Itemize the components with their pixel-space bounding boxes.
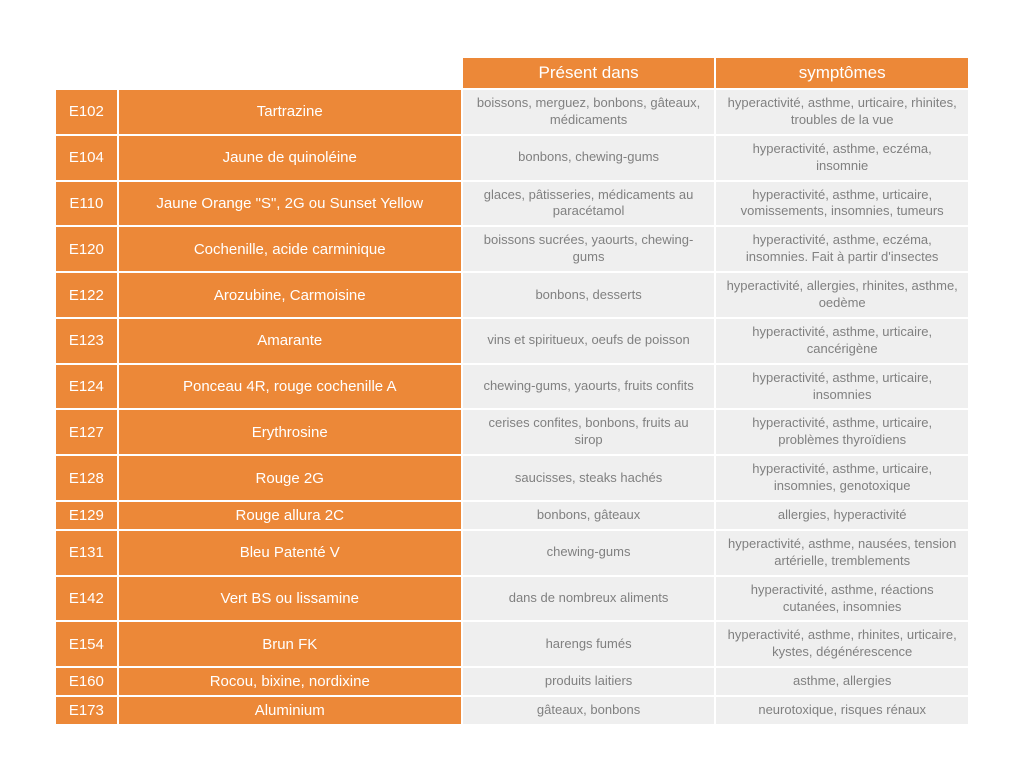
- additive-code: E142: [56, 577, 117, 621]
- additives-table: Présent dans symptômes E102Tartrazineboi…: [54, 56, 970, 726]
- additive-present-in: produits laitiers: [463, 668, 715, 695]
- additive-symptoms: hyperactivité, asthme, urticaire, cancér…: [716, 319, 968, 363]
- table-row: E127Erythrosinecerises confites, bonbons…: [56, 410, 968, 454]
- additive-symptoms: hyperactivité, asthme, urticaire, vomiss…: [716, 182, 968, 226]
- additive-name: Brun FK: [119, 622, 461, 666]
- additive-name: Rocou, bixine, nordixine: [119, 668, 461, 695]
- additive-symptoms: hyperactivité, asthme, urticaire, insomn…: [716, 456, 968, 500]
- table-row: E160Rocou, bixine, nordixineproduits lai…: [56, 668, 968, 695]
- additive-name: Aluminium: [119, 697, 461, 724]
- additive-present-in: glaces, pâtisseries, médicaments au para…: [463, 182, 715, 226]
- additive-symptoms: hyperactivité, asthme, eczéma, insomnies…: [716, 227, 968, 271]
- additive-present-in: boissons sucrées, yaourts, chewing-gums: [463, 227, 715, 271]
- additive-name: Arozubine, Carmoisine: [119, 273, 461, 317]
- table-row: E120Cochenille, acide carminiqueboissons…: [56, 227, 968, 271]
- additive-symptoms: hyperactivité, asthme, nausées, tension …: [716, 531, 968, 575]
- additive-present-in: vins et spiritueux, oeufs de poisson: [463, 319, 715, 363]
- additive-name: Jaune Orange "S", 2G ou Sunset Yellow: [119, 182, 461, 226]
- additive-present-in: chewing-gums, yaourts, fruits confits: [463, 365, 715, 409]
- table-row: E142Vert BS ou lissaminedans de nombreux…: [56, 577, 968, 621]
- table-row: E123Amarantevins et spiritueux, oeufs de…: [56, 319, 968, 363]
- additive-code: E110: [56, 182, 117, 226]
- additive-name: Rouge allura 2C: [119, 502, 461, 529]
- additive-symptoms: hyperactivité, asthme, rhinites, urticai…: [716, 622, 968, 666]
- header-blank-name: [119, 58, 461, 88]
- table-row: E124Ponceau 4R, rouge cochenille Achewin…: [56, 365, 968, 409]
- additive-code: E173: [56, 697, 117, 724]
- additive-code: E127: [56, 410, 117, 454]
- additive-symptoms: hyperactivité, asthme, urticaire, insomn…: [716, 365, 968, 409]
- additive-present-in: chewing-gums: [463, 531, 715, 575]
- additive-name: Bleu Patenté V: [119, 531, 461, 575]
- additive-code: E122: [56, 273, 117, 317]
- additive-symptoms: hyperactivité, asthme, réactions cutanée…: [716, 577, 968, 621]
- additive-symptoms: hyperactivité, asthme, urticaire, problè…: [716, 410, 968, 454]
- additive-code: E124: [56, 365, 117, 409]
- header-blank-code: [56, 58, 117, 88]
- additive-present-in: harengs fumés: [463, 622, 715, 666]
- table-row: E173Aluminiumgâteaux, bonbonsneurotoxiqu…: [56, 697, 968, 724]
- additive-present-in: gâteaux, bonbons: [463, 697, 715, 724]
- additive-symptoms: allergies, hyperactivité: [716, 502, 968, 529]
- additive-name: Rouge 2G: [119, 456, 461, 500]
- additive-code: E129: [56, 502, 117, 529]
- header-symptoms: symptômes: [716, 58, 968, 88]
- table-row: E110Jaune Orange "S", 2G ou Sunset Yello…: [56, 182, 968, 226]
- table-row: E104Jaune de quinoléinebonbons, chewing-…: [56, 136, 968, 180]
- additive-symptoms: hyperactivité, asthme, eczéma, insomnie: [716, 136, 968, 180]
- table-row: E131Bleu Patenté Vchewing-gumshyperactiv…: [56, 531, 968, 575]
- additive-code: E131: [56, 531, 117, 575]
- additive-name: Vert BS ou lissamine: [119, 577, 461, 621]
- additive-present-in: bonbons, desserts: [463, 273, 715, 317]
- additive-code: E104: [56, 136, 117, 180]
- additive-code: E123: [56, 319, 117, 363]
- table-row: E102Tartrazineboissons, merguez, bonbons…: [56, 90, 968, 134]
- additive-present-in: cerises confites, bonbons, fruits au sir…: [463, 410, 715, 454]
- table-row: E128Rouge 2Gsaucisses, steaks hachéshype…: [56, 456, 968, 500]
- additive-present-in: bonbons, gâteaux: [463, 502, 715, 529]
- additive-name: Erythrosine: [119, 410, 461, 454]
- additive-symptoms: hyperactivité, allergies, rhinites, asth…: [716, 273, 968, 317]
- additive-present-in: boissons, merguez, bonbons, gâteaux, méd…: [463, 90, 715, 134]
- additive-name: Amarante: [119, 319, 461, 363]
- header-present: Présent dans: [463, 58, 715, 88]
- table-row: E154Brun FKharengs fuméshyperactivité, a…: [56, 622, 968, 666]
- additive-name: Ponceau 4R, rouge cochenille A: [119, 365, 461, 409]
- additive-code: E154: [56, 622, 117, 666]
- additive-present-in: saucisses, steaks hachés: [463, 456, 715, 500]
- additive-present-in: dans de nombreux aliments: [463, 577, 715, 621]
- additive-code: E160: [56, 668, 117, 695]
- table-row: E129Rouge allura 2Cbonbons, gâteauxaller…: [56, 502, 968, 529]
- table-header-row: Présent dans symptômes: [56, 58, 968, 88]
- additive-name: Cochenille, acide carminique: [119, 227, 461, 271]
- additive-code: E120: [56, 227, 117, 271]
- additive-symptoms: hyperactivité, asthme, urticaire, rhinit…: [716, 90, 968, 134]
- table-row: E122Arozubine, Carmoisinebonbons, desser…: [56, 273, 968, 317]
- table-body: E102Tartrazineboissons, merguez, bonbons…: [56, 90, 968, 724]
- additive-code: E128: [56, 456, 117, 500]
- additive-symptoms: asthme, allergies: [716, 668, 968, 695]
- additive-name: Jaune de quinoléine: [119, 136, 461, 180]
- additive-symptoms: neurotoxique, risques rénaux: [716, 697, 968, 724]
- additive-code: E102: [56, 90, 117, 134]
- additive-present-in: bonbons, chewing-gums: [463, 136, 715, 180]
- additive-name: Tartrazine: [119, 90, 461, 134]
